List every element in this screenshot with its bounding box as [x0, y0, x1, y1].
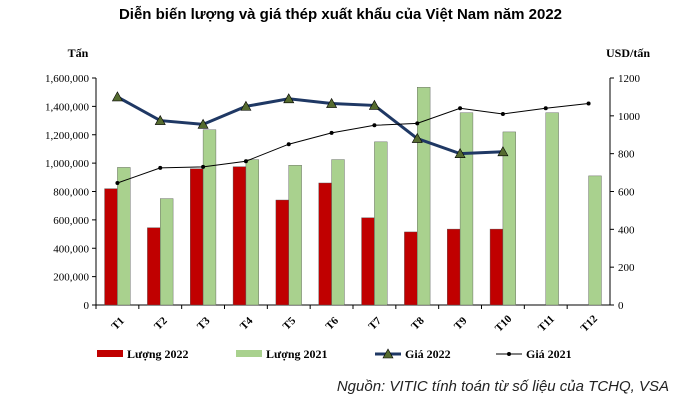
point-gia-2022 [111, 91, 123, 102]
point-gia-2022 [154, 114, 166, 125]
point-gia-2021 [372, 123, 377, 128]
chart-title: Diễn biến lượng và giá thép xuất khẩu củ… [118, 6, 563, 23]
bar-luong-2021 [288, 165, 302, 306]
bar-luong-2022 [232, 166, 247, 306]
y-right-tick-label: 800 [618, 149, 635, 161]
x-tick-label: T1 [109, 315, 127, 333]
bar-luong-2022 [275, 199, 289, 306]
bar-luong-2021 [374, 141, 388, 306]
legend-luong-2021-swatch [236, 350, 262, 357]
bar-luong-2022 [404, 231, 418, 306]
y-left-tick-label: 0 [84, 300, 90, 312]
y-right-tick-label: 400 [618, 224, 635, 236]
legend-gia-2021-marker [507, 352, 511, 356]
point-gia-2022 [326, 97, 338, 108]
bar-luong-2022 [104, 188, 118, 306]
point-gia-2022 [283, 93, 295, 104]
line-gia-2022 [116, 95, 503, 156]
x-tick-label: T6 [324, 315, 342, 333]
point-gia-2021 [201, 164, 206, 169]
x-tick-label: T9 [452, 315, 470, 333]
y-left-tick-label: 200,000 [53, 272, 89, 284]
y-right-unit-label: USD/tấn [606, 46, 650, 60]
bar-luong-2022 [147, 227, 161, 306]
y-right-tick-label: 0 [618, 300, 624, 312]
bar-luong-2021 [245, 159, 259, 306]
legend-gia-2022-marker [382, 348, 394, 359]
point-gia-2021 [415, 121, 420, 126]
x-tick-label: T12 [579, 313, 601, 335]
bar-luong-2021 [117, 167, 131, 306]
x-tick-label: T8 [409, 315, 427, 333]
bar-luong-2022 [489, 228, 504, 306]
x-tick-label: T4 [238, 315, 256, 333]
x-tick-label: T5 [281, 315, 299, 333]
point-gia-2021 [329, 130, 334, 135]
bar-luong-2021 [545, 112, 559, 306]
bar-luong-2021 [202, 129, 217, 306]
bar-luong-2022 [318, 182, 332, 306]
bar-luong-2021 [459, 112, 474, 306]
point-gia-2022 [454, 148, 466, 158]
x-tick-label: T10 [493, 313, 515, 335]
y-left-tick-label: 1,200,000 [45, 130, 90, 142]
y-right-tick-label: 600 [618, 187, 635, 199]
legend-luong-2022-swatch [97, 350, 123, 357]
point-gia-2021 [286, 142, 291, 147]
y-right-tick-label: 1000 [618, 111, 641, 123]
point-gia-2021 [115, 180, 120, 185]
point-gia-2022 [197, 118, 209, 129]
point-gia-2022 [240, 100, 252, 111]
point-gia-2022 [368, 99, 380, 110]
x-tick-label: T11 [536, 313, 557, 334]
legend-luong-2022-label: Lượng 2022 [127, 347, 189, 361]
point-gia-2021 [543, 106, 548, 111]
y-left-tick-label: 1,600,000 [45, 73, 90, 85]
legend-luong-2021-label: Lượng 2021 [266, 347, 328, 361]
point-gia-2021 [458, 106, 463, 111]
point-gia-2022 [497, 146, 509, 157]
line-gia-2021 [117, 103, 589, 184]
bar-luong-2022 [447, 228, 461, 306]
x-tick-label: T3 [195, 315, 213, 333]
y-left-tick-label: 400,000 [53, 243, 89, 255]
bar-luong-2022 [361, 217, 375, 306]
x-tick-label: T7 [366, 315, 384, 333]
bar-luong-2021 [160, 198, 174, 306]
y-right-tick-label: 1200 [618, 73, 641, 85]
bar-luong-2021 [502, 131, 516, 306]
point-gia-2021 [243, 159, 248, 164]
y-left-tick-label: 1,400,000 [45, 101, 90, 113]
point-gia-2022 [411, 132, 423, 143]
bar-luong-2022 [190, 168, 204, 306]
y-left-tick-label: 800,000 [53, 187, 89, 199]
x-tick-label: T2 [152, 315, 170, 333]
point-gia-2021 [500, 111, 505, 116]
y-left-tick-label: 1,000,000 [45, 158, 90, 170]
legend-gia-2021-label: Giá 2021 [526, 347, 572, 361]
y-left-tick-label: 600,000 [53, 215, 89, 227]
y-left-unit-label: Tấn [68, 46, 89, 60]
point-gia-2021 [586, 101, 591, 106]
bar-luong-2021 [588, 175, 602, 306]
source-note: Nguồn: VITIC tính toán từ số liệu của TC… [336, 378, 669, 395]
y-right-tick-label: 200 [618, 262, 635, 274]
legend-gia-2022-label: Giá 2022 [405, 347, 451, 361]
point-gia-2021 [158, 165, 163, 170]
bar-luong-2021 [331, 159, 345, 306]
